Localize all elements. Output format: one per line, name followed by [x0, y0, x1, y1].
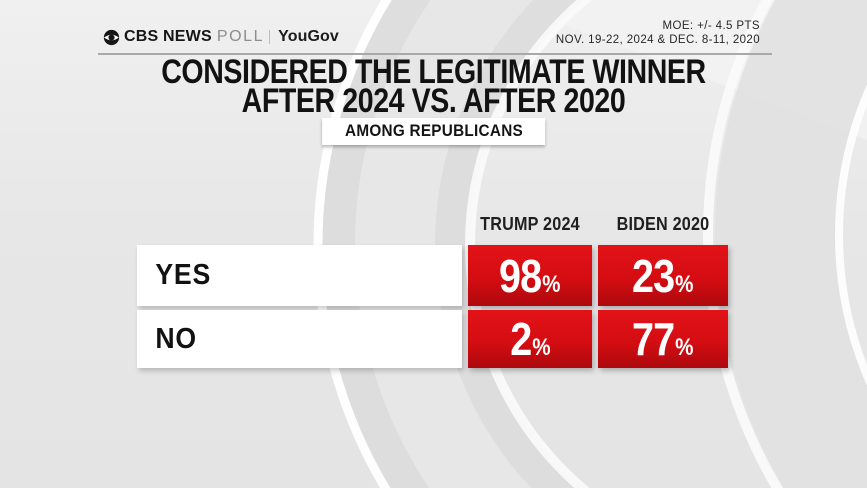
methodology-note: MOE: +/- 4.5 PTS NOV. 19-22, 2024 & DEC.… — [556, 19, 760, 47]
yougov-label: YouGov — [278, 28, 339, 45]
cbs-eye-icon — [103, 29, 120, 45]
percent-sign: % — [531, 334, 551, 361]
subgroup-badge-label: AMONG REPUBLICANS — [344, 121, 523, 140]
title-line-2: AFTER 2024 VS. AFTER 2020 — [241, 82, 626, 120]
poll-label: POLL — [216, 28, 265, 45]
row-label-no: NO — [155, 322, 197, 355]
value-yes-trump: 98% — [499, 249, 561, 302]
column-header-trump-2024: TRUMP 2024 — [480, 214, 580, 234]
percent-sign: % — [542, 270, 561, 298]
percent-sign: % — [675, 334, 694, 361]
percent-sign: % — [675, 270, 694, 298]
column-header-biden-2020: BIDEN 2020 — [616, 214, 710, 234]
cbs-news-label: CBS NEWS — [124, 28, 212, 45]
header-divider-line — [98, 53, 772, 55]
value-no-trump: 2% — [509, 313, 551, 365]
row-label-yes: YES — [155, 259, 212, 291]
moe-text: MOE: +/- 4.5 PTS — [662, 20, 760, 32]
brand-divider — [269, 30, 271, 44]
table-row-yes-label: YES — [137, 245, 462, 306]
table-row-no-label: NO — [137, 310, 462, 368]
value-cell-yes-trump: 98% — [468, 245, 592, 306]
brand-lockup: CBS NEWS POLL YouGov — [103, 28, 339, 46]
value-yes-biden: 23% — [632, 249, 694, 302]
value-cell-yes-biden: 23% — [598, 245, 728, 306]
subgroup-badge: AMONG REPUBLICANS — [321, 118, 546, 145]
value-no-biden: 77% — [632, 313, 694, 365]
field-dates-text: NOV. 19-22, 2024 & DEC. 8-11, 2020 — [555, 34, 760, 46]
title-line-1: CONSIDERED THE LEGITIMATE WINNER — [161, 53, 706, 91]
value-cell-no-trump: 2% — [468, 310, 592, 368]
value-cell-no-biden: 77% — [598, 310, 728, 368]
page-title: CONSIDERED THE LEGITIMATE WINNER AFTER 2… — [0, 53, 867, 120]
